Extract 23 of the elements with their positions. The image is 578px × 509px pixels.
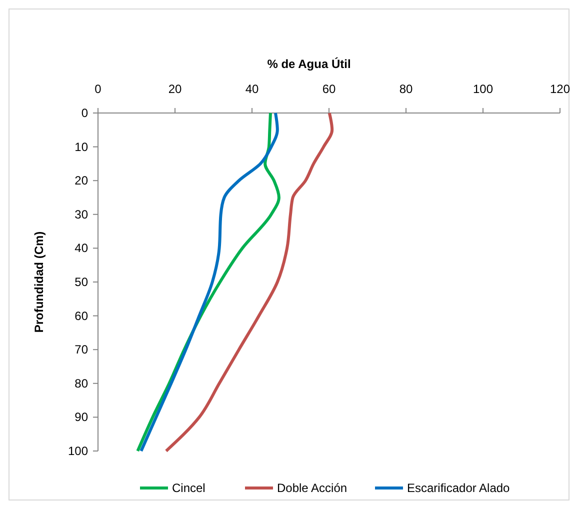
y-axis-title: Profundidad (Cm) [32, 231, 46, 333]
y-tick-label: 90 [74, 410, 88, 424]
y-tick-label: 60 [74, 308, 88, 323]
x-tick-label: 40 [245, 82, 259, 96]
y-tick-label: 30 [74, 207, 88, 222]
y-tick-label: 10 [74, 140, 88, 154]
y-tick-label: 70 [74, 342, 88, 357]
y-tick-label: 40 [74, 241, 88, 256]
x-axis-title: % de Agua Útil [267, 57, 351, 71]
x-tick-label: 0 [94, 82, 102, 96]
x-tick-label: 80 [399, 82, 413, 96]
y-tick-label: 80 [74, 376, 88, 390]
x-tick-label: 100 [472, 82, 494, 96]
legend-label: Cincel [172, 481, 206, 495]
legend-label: Escarificador Alado [407, 481, 510, 495]
x-tick-label: 20 [168, 82, 182, 96]
y-tick-label: 0 [81, 106, 88, 120]
x-tick-label: 120 [550, 82, 570, 96]
y-tick-label: 20 [74, 174, 88, 188]
y-tick-label: 50 [74, 275, 88, 289]
y-tick-label: 100 [68, 444, 88, 458]
legend-label: Doble Acción [277, 481, 348, 495]
x-tick-label: 60 [322, 82, 336, 96]
